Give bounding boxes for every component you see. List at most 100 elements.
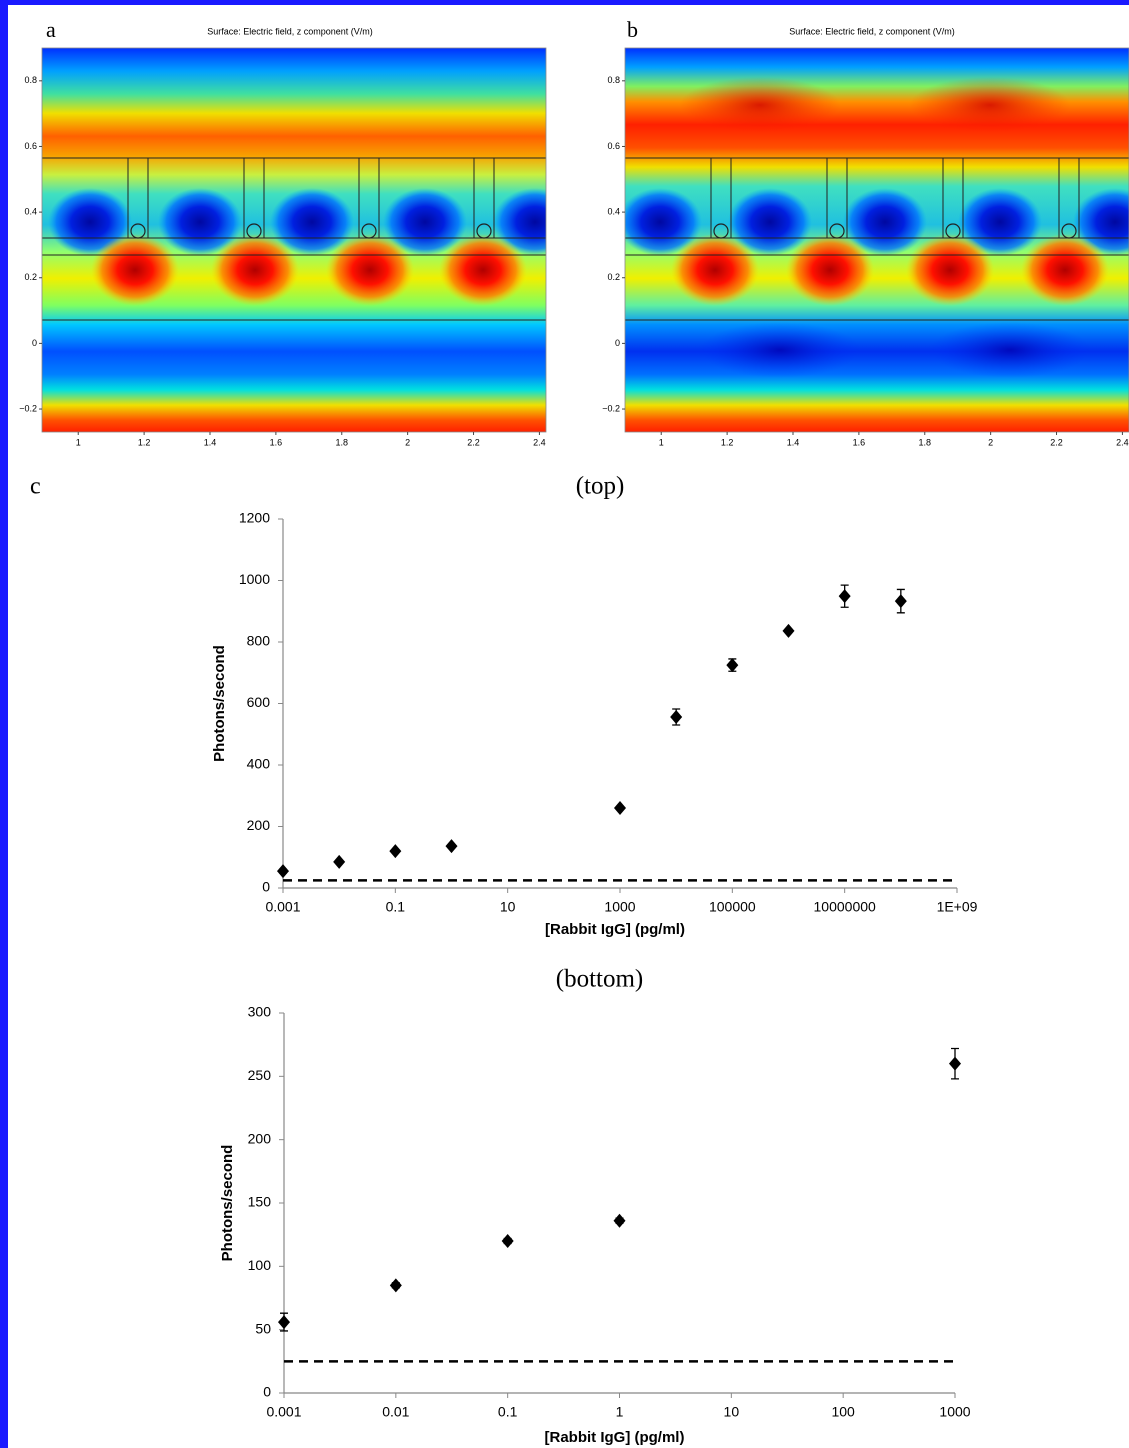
y-tick-label: 0.8	[607, 75, 620, 85]
y-tick-label: 200	[247, 817, 271, 833]
field-maximum	[211, 234, 299, 306]
field-minimum	[958, 188, 1042, 256]
particle	[361, 223, 377, 239]
data-point	[614, 801, 626, 816]
x-tick-label: 2	[988, 437, 993, 447]
x-tick-label: 1.8	[336, 437, 349, 447]
particle	[246, 223, 262, 239]
y-tick-label: −0.2	[19, 403, 37, 413]
panel-label: a	[46, 17, 56, 42]
x-tick-label: 2.2	[467, 437, 480, 447]
x-tick-label: 1.4	[787, 437, 800, 447]
particle	[1061, 223, 1077, 239]
field-maximum	[1021, 234, 1109, 306]
data-point	[389, 1278, 402, 1293]
field-map	[42, 48, 546, 432]
y-tick-label: 0	[32, 338, 37, 348]
x-tick-label: 1.2	[721, 437, 734, 447]
field-maximum	[91, 234, 179, 306]
y-tick-label: 800	[247, 633, 271, 649]
field-maximum	[326, 234, 414, 306]
field-minimum	[625, 188, 702, 256]
particle	[829, 223, 845, 239]
data-point	[278, 1315, 290, 1330]
field-minimum	[270, 188, 354, 256]
y-tick-label: 400	[247, 756, 271, 772]
x-tick-label: 10	[724, 1404, 740, 1420]
field-spot	[680, 77, 840, 133]
data-point	[389, 844, 402, 859]
y-tick-label: 0.4	[24, 206, 37, 216]
frame-top	[0, 0, 1129, 5]
field-maximum	[906, 234, 994, 306]
frame-left	[0, 0, 8, 1448]
particle	[945, 223, 961, 239]
x-tick-label: 1	[76, 437, 81, 447]
x-tick-label: 2.4	[1116, 437, 1129, 447]
x-tick-label: 1000	[939, 1404, 970, 1420]
chart-title: (top)	[576, 473, 625, 500]
y-tick-label: 0.2	[607, 272, 620, 282]
data-point	[949, 1056, 961, 1071]
y-tick-label: 0.6	[24, 141, 37, 151]
x-tick-label: 1.2	[138, 437, 151, 447]
data-point	[894, 594, 907, 609]
x-axis-label: [Rabbit IgG] (pg/ml)	[545, 921, 685, 938]
y-tick-label: −0.2	[602, 403, 620, 413]
y-tick-label: 600	[247, 694, 271, 710]
x-tick-label: 0.1	[386, 899, 406, 915]
y-tick-label: 1000	[239, 571, 270, 587]
data-point	[613, 1213, 626, 1228]
particle	[713, 223, 729, 239]
x-tick-label: 1E+09	[937, 899, 978, 915]
y-tick-label: 0.2	[24, 272, 37, 282]
field-maximum	[439, 234, 527, 306]
x-tick-label: 100	[831, 1404, 855, 1420]
panel-label: b	[627, 17, 638, 42]
x-tick-label: 100000	[709, 899, 756, 915]
data-point	[726, 658, 739, 673]
field-minimum	[158, 188, 242, 256]
particle	[476, 223, 492, 239]
field-minimum	[843, 188, 927, 256]
y-axis-label: Photons/second	[211, 645, 228, 762]
x-tick-label: 1000	[604, 899, 635, 915]
x-tick-label: 2	[405, 437, 410, 447]
x-tick-label: 0.001	[265, 899, 300, 915]
data-point	[277, 864, 289, 879]
data-point	[445, 839, 458, 854]
x-tick-label: 1	[616, 1404, 624, 1420]
x-tick-label: 0.001	[266, 1404, 301, 1420]
field-maximum	[671, 234, 759, 306]
y-tick-label: 200	[248, 1130, 272, 1146]
y-tick-label: 150	[248, 1194, 272, 1210]
chart-title: Surface: Electric field, z component (V/…	[789, 26, 955, 36]
x-tick-label: 1.4	[204, 437, 217, 447]
y-tick-label: 300	[248, 1004, 272, 1020]
particle	[130, 223, 146, 239]
y-tick-label: 250	[248, 1067, 272, 1083]
y-tick-label: 50	[255, 1320, 271, 1336]
field-spot	[910, 77, 1070, 133]
field-maximum	[786, 234, 874, 306]
data-point	[670, 710, 683, 725]
x-tick-label: 0.01	[382, 1404, 409, 1420]
field-map	[625, 48, 1129, 432]
x-tick-label: 1	[659, 437, 664, 447]
y-axis-label: Photons/second	[219, 1145, 236, 1262]
x-tick-label: 1.6	[853, 437, 866, 447]
data-point	[838, 589, 851, 604]
field-spot	[930, 322, 1090, 378]
data-point	[782, 623, 795, 638]
data-point	[333, 854, 346, 869]
x-tick-label: 2.4	[533, 437, 546, 447]
panel-label: c	[30, 474, 41, 500]
y-tick-label: 0.6	[607, 141, 620, 151]
y-tick-label: 0.8	[24, 75, 37, 85]
y-tick-label: 0	[615, 338, 620, 348]
x-tick-label: 0.1	[498, 1404, 518, 1420]
y-tick-label: 100	[248, 1257, 272, 1273]
data-point	[501, 1234, 514, 1248]
field-minimum	[493, 188, 546, 256]
